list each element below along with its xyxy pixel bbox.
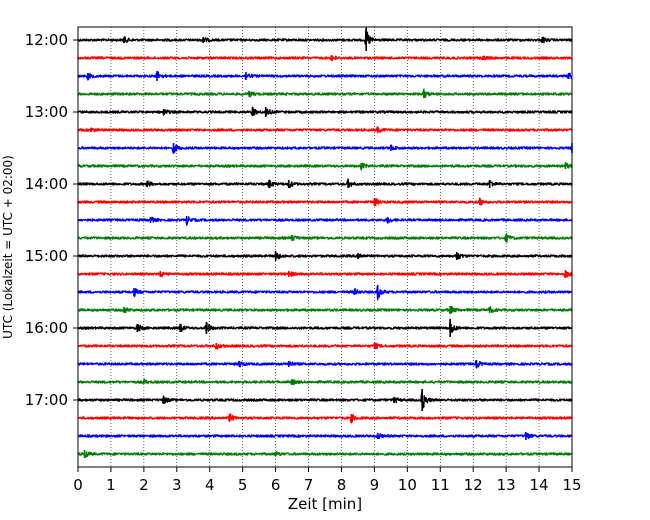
x-tick-label: 14 — [530, 476, 549, 494]
seismogram-trace-1245 — [77, 88, 573, 98]
x-tick-label: 3 — [172, 476, 182, 494]
seismogram-trace-1700 — [77, 391, 573, 409]
x-tick-label: 6 — [271, 476, 281, 494]
y-tick-label: 12:00 — [25, 31, 68, 49]
x-tick-label: 4 — [205, 476, 215, 494]
y-tick-label: 13:00 — [25, 103, 68, 121]
seismogram-trace-1600 — [77, 318, 573, 333]
seismogram-trace-1200 — [77, 27, 573, 45]
grid-lines — [110, 27, 540, 467]
seismogram-trace-1545 — [77, 305, 573, 314]
seismogram-trace-1330 — [77, 144, 573, 154]
y-tick-label: 14:00 — [25, 175, 68, 193]
y-tick-label: 16:00 — [25, 319, 68, 337]
seismogram-trace-1745 — [77, 451, 573, 458]
x-tick-label: 9 — [370, 476, 380, 494]
seismogram-traces — [77, 27, 573, 458]
seismogram-trace-1615 — [77, 342, 573, 350]
x-tick-label: 15 — [562, 476, 581, 494]
seismogram-trace-1215 — [77, 55, 573, 62]
y-axis-ticks: 12:00 13:00 14:00 15:00 16:00 17:00 — [25, 31, 78, 409]
x-tick-label: 5 — [238, 476, 248, 494]
seismogram-trace-1345 — [77, 161, 573, 171]
x-tick-label: 8 — [337, 476, 347, 494]
x-tick-label: 12 — [464, 476, 483, 494]
y-tick-label: 15:00 — [25, 247, 68, 265]
x-tick-label: 13 — [497, 476, 516, 494]
seismogram-trace-1515 — [77, 271, 573, 278]
x-axis-ticks: 0 1 2 3 4 5 6 7 8 9 10 11 12 13 14 15 — [73, 467, 582, 494]
seismogram-trace-1730 — [77, 432, 573, 440]
x-tick-label: 0 — [73, 476, 83, 494]
y-axis-label: UTC (Lokalzeit = UTC + 02:00) — [1, 155, 15, 339]
seismogram-trace-1715 — [77, 413, 573, 424]
seismogram-trace-1300 — [77, 106, 573, 117]
y-tick-label: 17:00 — [25, 391, 68, 409]
seismogram-trace-1645 — [77, 378, 573, 386]
x-axis-label: Zeit [min] — [288, 495, 362, 513]
x-tick-label: 11 — [431, 476, 450, 494]
x-tick-label: 1 — [106, 476, 116, 494]
seismogram-trace-1500 — [77, 252, 573, 260]
x-tick-label: 10 — [398, 476, 417, 494]
plot-frame — [77, 26, 573, 468]
seismogram-trace-1530 — [77, 286, 573, 301]
seismogram-trace-1400 — [77, 178, 573, 189]
x-tick-label: 2 — [139, 476, 149, 494]
seismogram-trace-1445 — [77, 233, 573, 243]
seismogram-trace-1415 — [77, 197, 573, 207]
seismogram-trace-1430 — [77, 216, 573, 226]
seismogram-trace-1315 — [77, 126, 573, 134]
seismogram-trace-1230 — [77, 71, 573, 81]
x-tick-label: 7 — [304, 476, 314, 494]
seismogram-trace-1630 — [77, 360, 573, 369]
